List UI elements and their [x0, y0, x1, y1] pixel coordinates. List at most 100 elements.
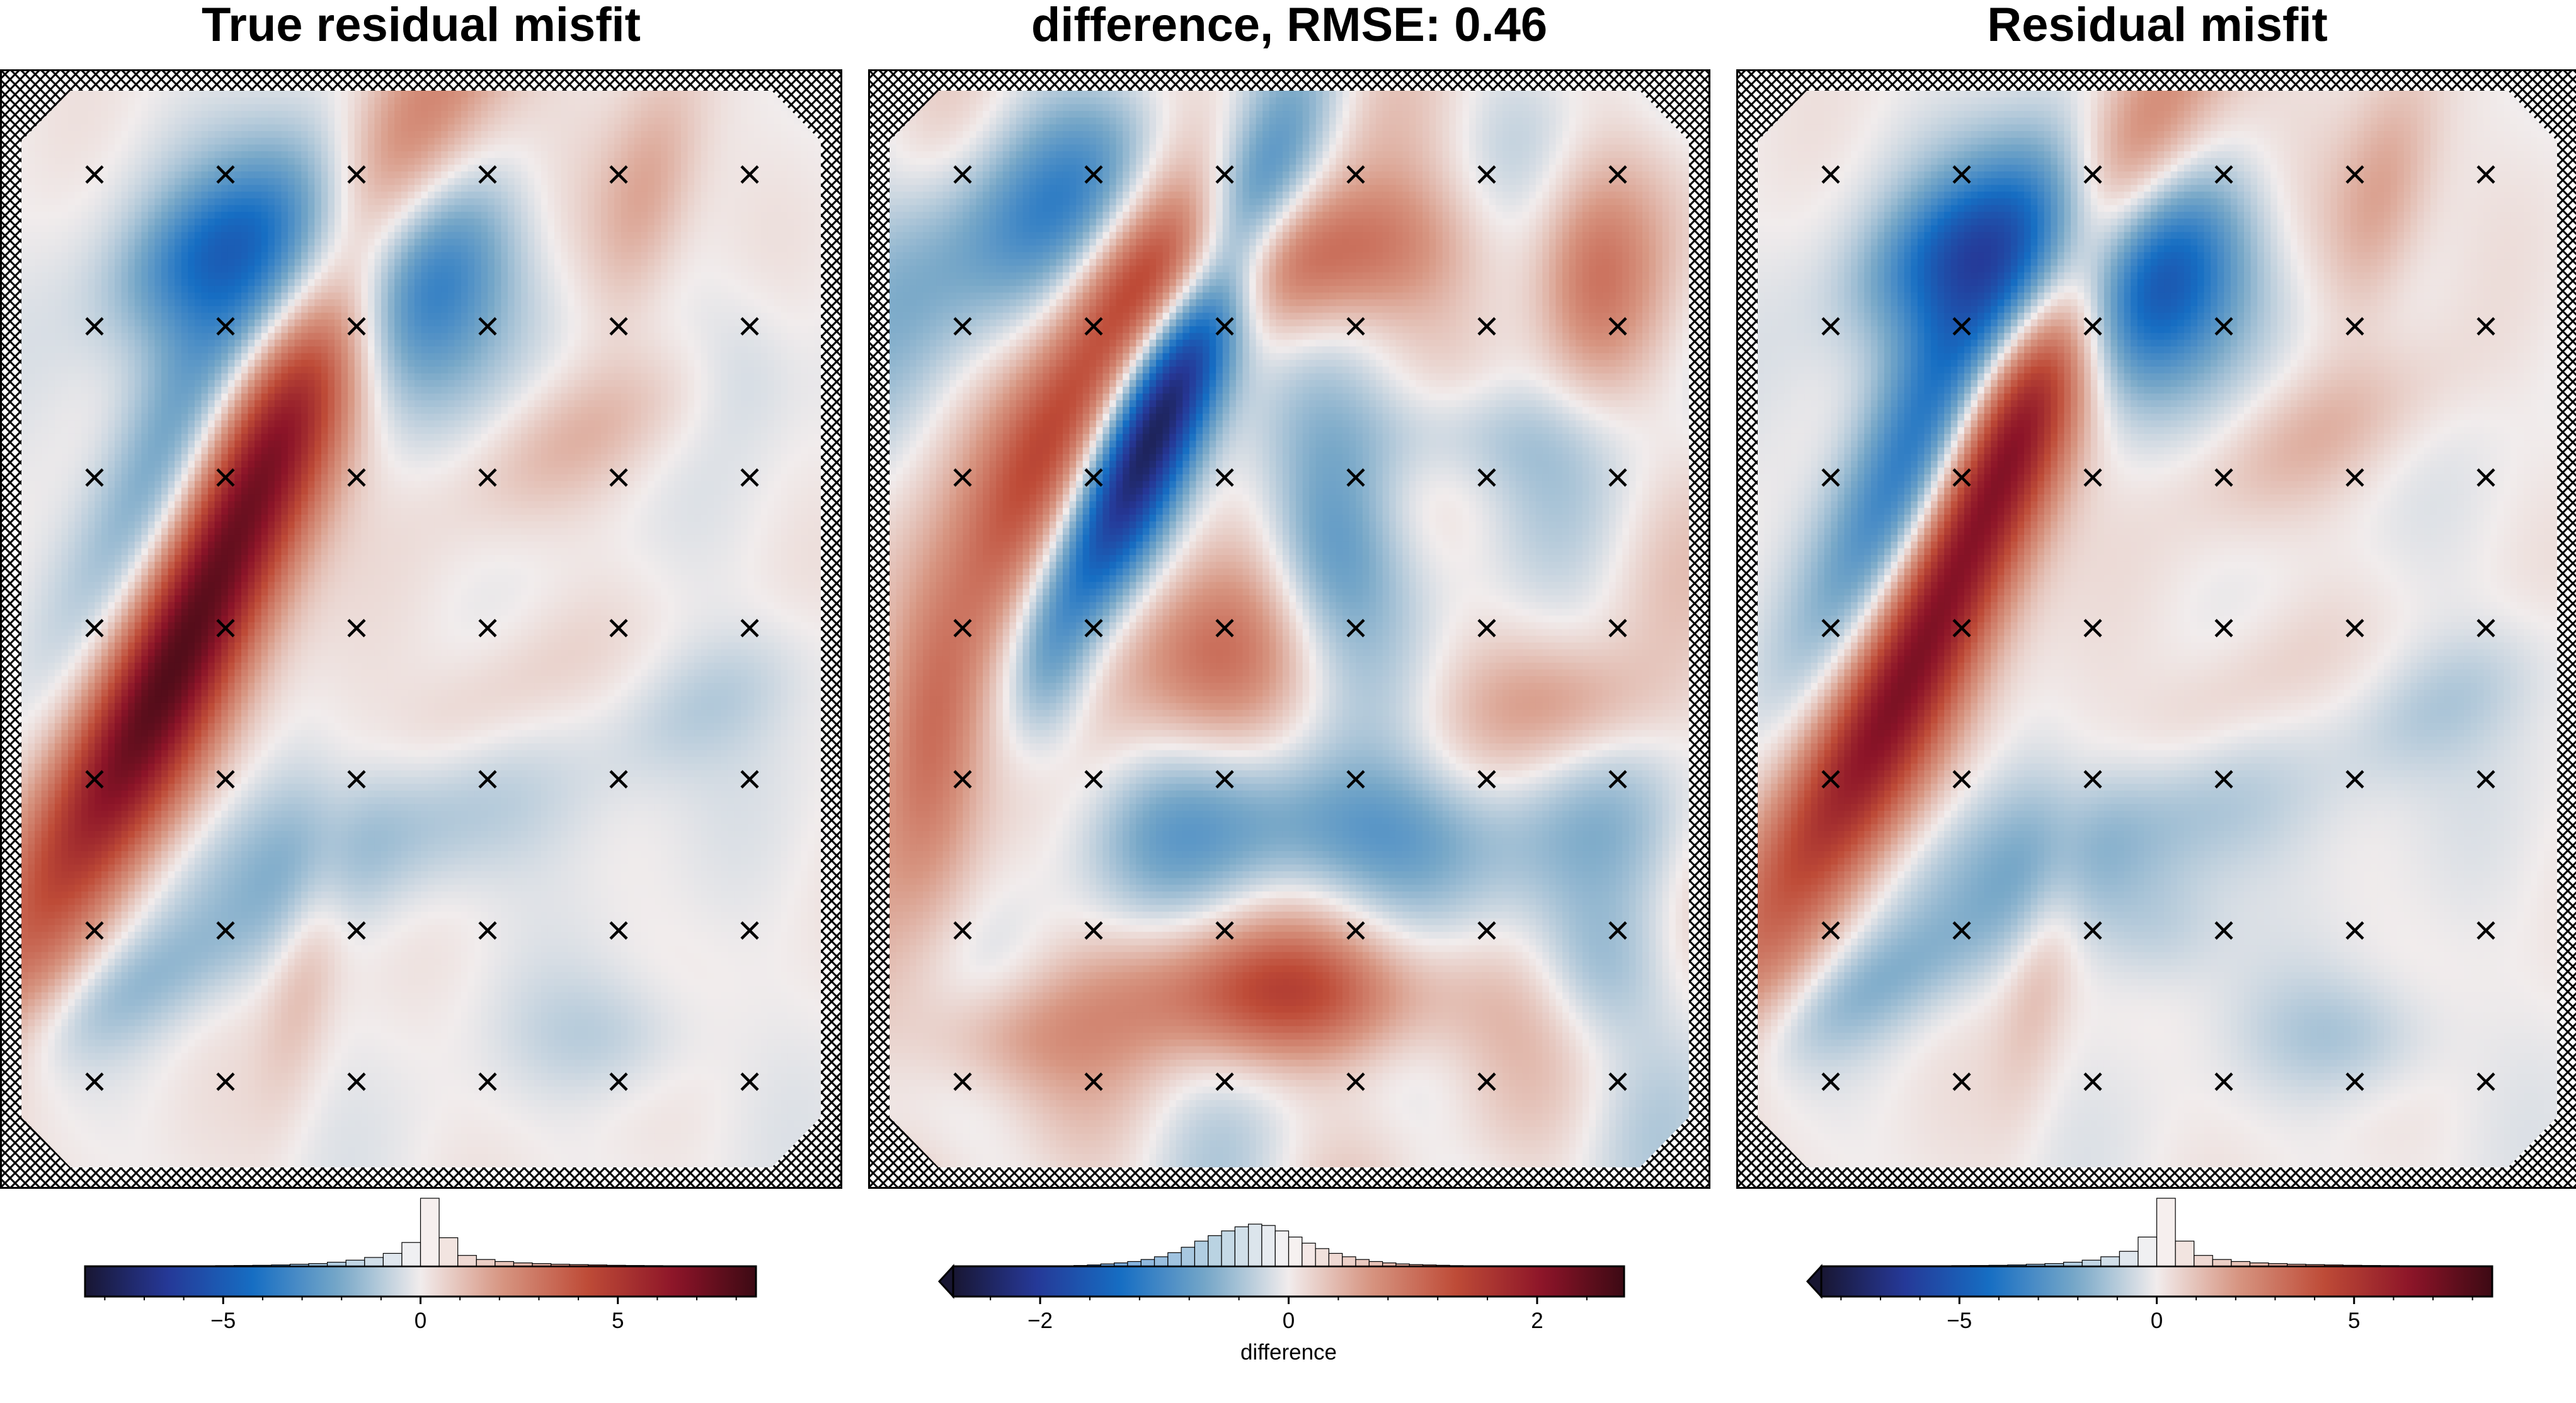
- heatmap-cell: [781, 292, 788, 300]
- heatmap-cell: [568, 137, 575, 146]
- heatmap-cell: [421, 205, 428, 212]
- heatmap-cell: [441, 285, 449, 294]
- heatmap-cell: [321, 272, 329, 280]
- heatmap-cell: [147, 340, 156, 347]
- heatmap-cell: [627, 192, 635, 199]
- heatmap-cell: [474, 333, 482, 340]
- heatmap-cell: [534, 292, 542, 300]
- heatmap-cell: [421, 198, 428, 206]
- heatmap-cell: [814, 178, 821, 186]
- heatmap-cell: [408, 285, 415, 294]
- heatmap-cell: [147, 279, 156, 287]
- heatmap-cell: [674, 333, 682, 340]
- heatmap-cell: [614, 265, 622, 273]
- heatmap-cell: [741, 360, 748, 367]
- heatmap-cell: [654, 157, 661, 166]
- heatmap-cell: [335, 205, 342, 212]
- heatmap-cell: [461, 319, 469, 327]
- heatmap-cell: [481, 157, 488, 166]
- heatmap-cell: [274, 306, 282, 314]
- heatmap-cell: [794, 252, 801, 260]
- heatmap-cell: [661, 306, 668, 314]
- heatmap-cell: [214, 306, 222, 314]
- heatmap-cell: [514, 131, 522, 139]
- heatmap-cell: [467, 312, 475, 320]
- heatmap-cell: [321, 238, 329, 246]
- heatmap-cell: [408, 198, 415, 206]
- heatmap-cell: [774, 218, 782, 226]
- heatmap-cell: [527, 164, 535, 172]
- heatmap-cell: [335, 192, 342, 199]
- heatmap-cell: [408, 353, 415, 360]
- heatmap-cell: [361, 131, 369, 139]
- heatmap-cell: [521, 340, 529, 347]
- heatmap-cell: [654, 353, 661, 360]
- heatmap-cell: [454, 353, 462, 360]
- heatmap-cell: [714, 319, 721, 327]
- heatmap-cell: [301, 252, 309, 260]
- heatmap-cell: [754, 137, 762, 146]
- heatmap-cell: [108, 238, 115, 246]
- heatmap-cell: [747, 326, 755, 334]
- heatmap-cell: [234, 285, 242, 294]
- heatmap-cell: [574, 192, 581, 199]
- heatmap-cell: [281, 306, 289, 314]
- heatmap-cell: [674, 272, 682, 280]
- heatmap-cell: [367, 192, 375, 199]
- heatmap-cell: [547, 238, 555, 246]
- heatmap-cell: [307, 333, 315, 340]
- heatmap-cell: [81, 285, 89, 294]
- heatmap-cell: [194, 245, 202, 253]
- heatmap-cell: [94, 272, 102, 280]
- heatmap-cell: [281, 285, 289, 294]
- heatmap-cell: [88, 97, 95, 105]
- heatmap-cell: [781, 319, 788, 327]
- heatmap-cell: [54, 218, 62, 226]
- heatmap-cell: [441, 245, 449, 253]
- heatmap-cell: [221, 111, 229, 118]
- heatmap-cell: [527, 104, 535, 112]
- heatmap-cell: [88, 353, 95, 360]
- heatmap-cell: [514, 97, 522, 105]
- heatmap-cell: [467, 299, 475, 307]
- heatmap-cell: [494, 340, 501, 347]
- heatmap-cell: [807, 212, 815, 219]
- heatmap-cell: [501, 279, 508, 287]
- heatmap-cell: [147, 178, 156, 186]
- heatmap-cell: [154, 285, 162, 294]
- heatmap-cell: [28, 353, 35, 360]
- heatmap-cell: [680, 97, 689, 105]
- heatmap-cell: [61, 185, 69, 192]
- heatmap-cell: [481, 124, 488, 132]
- heatmap-cell: [234, 265, 242, 273]
- heatmap-cell: [101, 205, 109, 212]
- heatmap-cell: [680, 326, 689, 334]
- heatmap-cell: [328, 299, 335, 307]
- heatmap-cell: [760, 137, 768, 146]
- heatmap-cell: [541, 205, 549, 212]
- heatmap-cell: [787, 353, 795, 360]
- heatmap-cell: [88, 198, 95, 206]
- heatmap-cell: [594, 171, 602, 179]
- heatmap-cell: [255, 91, 262, 98]
- heatmap-cell: [621, 131, 628, 139]
- heatmap-cell: [754, 171, 762, 179]
- heatmap-cell: [694, 272, 702, 280]
- heatmap-cell: [667, 198, 675, 206]
- heatmap-cell: [747, 252, 755, 260]
- heatmap-cell: [547, 259, 555, 266]
- heatmap-cell: [587, 292, 595, 300]
- heatmap-cell: [361, 225, 369, 232]
- heatmap-cell: [241, 285, 249, 294]
- heatmap-cell: [680, 185, 689, 192]
- heatmap-cell: [401, 326, 408, 334]
- heatmap-cell: [494, 218, 501, 226]
- heatmap-cell: [687, 171, 695, 179]
- heatmap-cell: [48, 144, 55, 152]
- heatmap-cell: [261, 312, 268, 320]
- heatmap-cell: [454, 279, 462, 287]
- heatmap-cell: [641, 292, 648, 300]
- heatmap-cell: [255, 312, 262, 320]
- heatmap-cell: [568, 252, 575, 260]
- heatmap-cell: [467, 178, 475, 186]
